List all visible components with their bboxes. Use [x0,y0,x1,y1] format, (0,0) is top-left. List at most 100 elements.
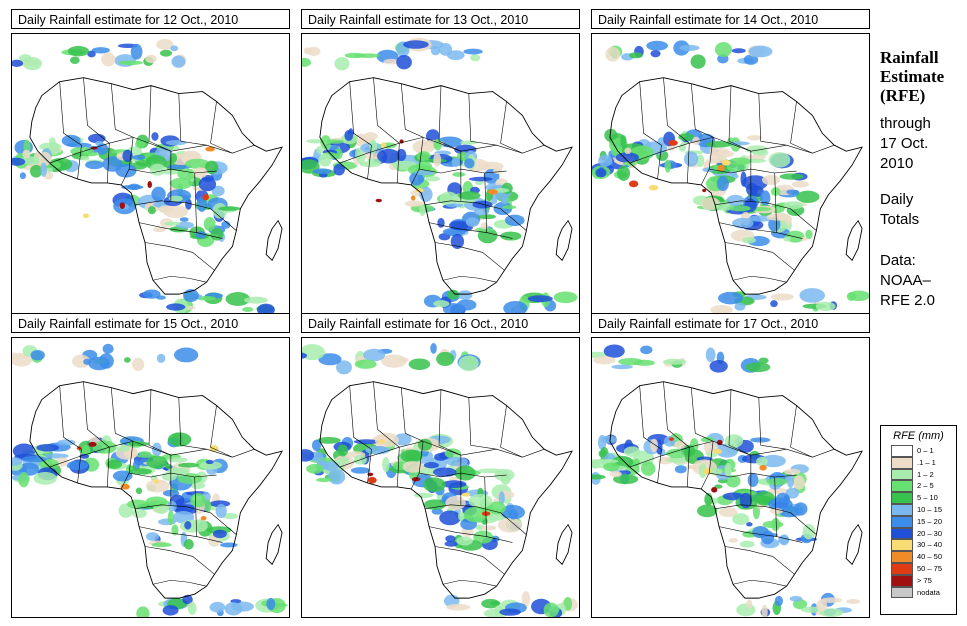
country-border [715,504,817,535]
country-border [349,81,372,146]
country-border [152,275,207,283]
country-border [442,275,497,283]
heavy-rain-cell [721,159,731,166]
rain-cell [398,357,409,363]
rain-cell [674,465,687,474]
rain-cell [465,217,480,228]
rain-cell [19,156,44,165]
rain-cell [169,153,178,163]
country-border [128,441,134,474]
country-border [639,81,662,146]
rain-cell [136,606,150,617]
rain-cell [734,302,746,311]
rain-cell [171,524,179,536]
rain-cell [145,496,168,507]
totals-label: Totals [880,211,920,228]
rain-cell [403,40,429,49]
rain-cell [85,160,104,170]
madagascar-coastline [265,219,283,262]
legend-swatch [891,468,913,481]
rain-cell [490,600,501,606]
country-border [210,101,233,154]
rain-cell [756,456,768,467]
rain-cell [746,522,753,527]
country-border [397,143,400,183]
rain-cell [318,153,332,167]
country-border [59,385,82,450]
rain-cell [678,143,686,152]
rain-cell [456,536,473,546]
country-border [468,397,497,450]
legend-label: .1 – 1 [917,457,936,467]
legend-label: 2 – 5 [917,481,934,491]
legend-label: 50 – 75 [917,563,943,573]
rain-cell [22,57,42,71]
rain-cell [78,155,90,161]
country-border [732,579,787,587]
rain-cell [363,131,378,141]
rain-cell [209,601,226,613]
panel-title: Daily Rainfall estimate for 17 Oct., 201… [591,313,870,333]
rain-cell [312,168,332,175]
rain-cell [190,482,206,490]
rain-cell [163,205,189,219]
heavy-rain-cell [120,483,130,490]
rain-cell [786,189,800,195]
legend-item: 0 – 1 [881,445,956,457]
rain-cell [132,357,145,372]
rain-cell [166,164,192,170]
rainfall-panel: Daily Rainfall estimate for 14 Oct., 201… [591,9,870,314]
rain-cell [244,296,268,304]
rain-cell [242,307,254,312]
panel-title: Daily Rainfall estimate for 14 Oct., 201… [591,9,870,29]
rain-cell [493,201,513,216]
rain-cell [67,45,90,57]
rain-cell [356,150,366,164]
rain-cell [662,358,687,365]
rain-cell [210,228,224,241]
rain-cell [502,205,517,210]
rain-cell [92,440,117,454]
rain-cell [543,602,559,617]
rain-cell [166,303,186,311]
rain-cell [315,477,332,483]
rain-cell [182,594,193,605]
legend-label: > 75 [917,575,932,585]
rain-cell [106,459,123,469]
data-label: Data: [880,252,916,269]
country-border [83,381,110,448]
legend-item: .1 – 1 [881,456,956,469]
rain-cell [396,55,412,70]
through-label: through [880,115,931,132]
rain-cell [96,143,109,155]
heavy-rain-cell [668,437,674,441]
rain-cell [805,229,813,240]
heavy-rain-cell [367,476,377,484]
country-border [120,168,217,186]
rain-cell [383,58,400,65]
rfe-legend: RFE (mm) 0 – 1 .1 – 1 1 – 2 2 – 5 5 – 10 10 –… [880,425,957,615]
rain-cell [600,435,617,444]
heavy-rain-cell [711,487,718,493]
heavy-rain-cell [378,439,386,444]
rain-cell [609,470,622,478]
rain-cell [152,227,166,233]
country-border [110,83,134,138]
rainfall-panel: Daily Rainfall estimate for 17 Oct., 201… [591,313,870,618]
rain-cell [736,603,756,617]
rain-cell [430,342,437,354]
legend-swatch [891,456,913,469]
country-border [629,440,835,468]
rain-cell [702,167,714,173]
madagascar-coastline [555,219,573,262]
country-border [135,200,237,231]
rain-cell [40,162,47,177]
rain-cell [215,504,227,519]
rain-cell [196,196,207,212]
rain-cell [611,364,633,370]
rain-cell [225,292,251,306]
rain-cell [430,46,441,56]
country-border [59,81,82,146]
panel-title: Daily Rainfall estimate for 16 Oct., 201… [301,313,580,333]
rain-cell [333,163,345,176]
